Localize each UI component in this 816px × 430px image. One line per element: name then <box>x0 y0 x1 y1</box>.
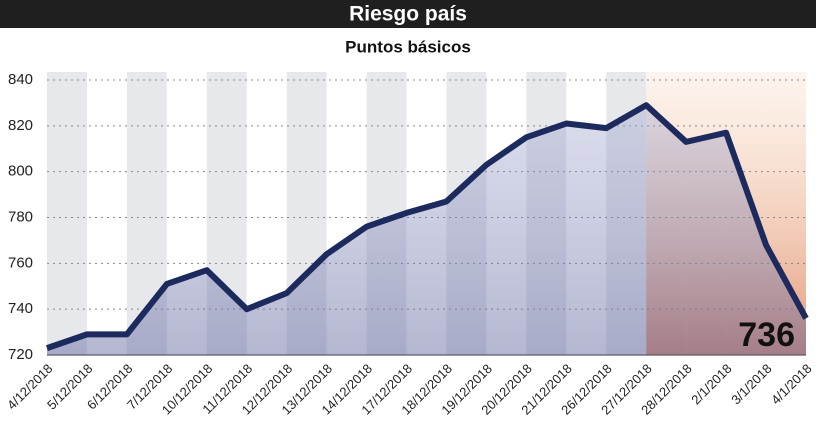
title-bar <box>0 0 816 28</box>
y-tick-label: 740 <box>8 300 33 317</box>
y-tick-label: 760 <box>8 254 33 271</box>
x-tick-label: 3/1/2018 <box>728 361 774 407</box>
line <box>46 102 809 351</box>
column-band <box>47 72 87 355</box>
y-tick-label: 800 <box>8 163 33 180</box>
chart-subtitle: Puntos básicos <box>345 37 471 56</box>
x-tick-label: 2/1/2018 <box>688 361 734 407</box>
annotation: 736 <box>738 316 795 354</box>
y-tick-label: 840 <box>8 71 33 88</box>
y-tick-label: 780 <box>8 208 33 225</box>
y-tick-label: 720 <box>8 346 33 363</box>
chart-title: Riesgo país <box>349 3 467 26</box>
x-tick-label: 4/1/2018 <box>768 361 814 407</box>
area <box>47 105 806 355</box>
y-tick-label: 820 <box>8 117 33 134</box>
column-band <box>86 72 127 355</box>
